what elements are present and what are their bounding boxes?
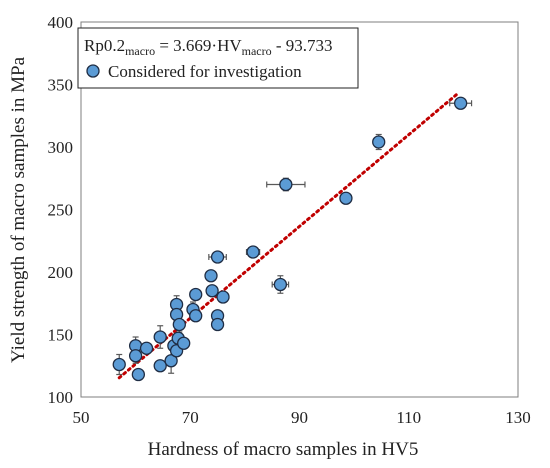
data-point [339, 191, 353, 205]
data-point [273, 277, 288, 292]
equation-subscript-1: macro [125, 44, 155, 58]
y-tick-label: 350 [48, 76, 74, 95]
data-point [128, 349, 143, 363]
data-point [112, 357, 126, 372]
data-point [205, 284, 219, 298]
x-tick-label: 70 [182, 408, 199, 427]
data-point [216, 290, 230, 304]
data-point [210, 250, 225, 264]
data-point [131, 367, 146, 382]
data-point [189, 309, 203, 323]
data-point [177, 336, 191, 350]
y-tick-label: 250 [48, 201, 74, 220]
y-tick-label: 400 [48, 13, 74, 32]
data-point [189, 287, 203, 302]
y-tick-labels: 100 150 200 250 300 350 400 [48, 13, 74, 407]
trendline-layer [117, 91, 460, 380]
equation-subscript-2: macro [242, 44, 272, 58]
data-point-layer [112, 96, 468, 382]
plot-area [80, 21, 519, 398]
trendline [117, 91, 460, 380]
data-point [279, 177, 293, 192]
y-tick-label: 150 [48, 326, 74, 345]
data-point [372, 135, 386, 149]
data-point [246, 245, 260, 259]
y-tick-label: 100 [48, 388, 74, 407]
data-point [210, 317, 225, 332]
data-point [153, 330, 167, 344]
data-point [164, 354, 178, 368]
x-tick-label: 90 [291, 408, 308, 427]
equation-text: Rp0.2macro = 3.669·HVmacro - 93.733 [84, 36, 333, 58]
data-point [453, 96, 468, 110]
x-tick-label: 130 [505, 408, 531, 427]
plot-frame [80, 21, 519, 398]
y-axis-label: Yield strength of macro samples in MPa [8, 56, 29, 363]
equation-middle: = 3.669·HV [155, 36, 242, 55]
data-point [139, 341, 154, 355]
x-tick-label: 110 [396, 408, 421, 427]
legend-label: Considered for investigation [108, 62, 302, 81]
y-tick-label: 200 [48, 263, 74, 282]
legend-box [77, 27, 359, 89]
data-point [172, 317, 186, 332]
y-tick-label: 300 [48, 138, 74, 157]
x-tick-labels: 50 70 90 110 130 [73, 408, 531, 427]
legend-marker [86, 64, 100, 78]
x-tick-label: 50 [73, 408, 90, 427]
data-point [153, 359, 167, 373]
legend: Rp0.2macro = 3.669·HVmacro - 93.733 Cons… [77, 27, 359, 89]
data-point [204, 269, 218, 283]
equation-prefix: Rp0.2 [84, 36, 125, 55]
x-axis-label: Hardness of macro samples in HV5 [148, 439, 419, 460]
equation-suffix: - 93.733 [272, 36, 333, 55]
